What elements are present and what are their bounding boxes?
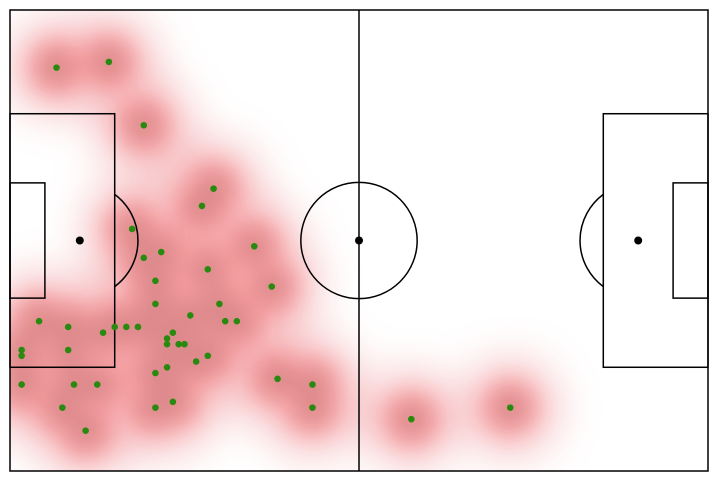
data-point (192, 358, 200, 365)
data-point (152, 277, 159, 285)
data-point (123, 323, 130, 331)
data-point (169, 398, 177, 406)
data-point (157, 248, 165, 256)
data-point (268, 283, 276, 290)
data-point (140, 254, 148, 262)
data-point (134, 323, 142, 331)
data-point (82, 427, 89, 434)
data-point (274, 375, 281, 383)
data-point (309, 404, 316, 411)
data-point (216, 300, 223, 308)
center-spot (355, 236, 363, 245)
right-penalty-arc (579, 193, 604, 288)
data-point (64, 323, 72, 331)
data-point (18, 381, 25, 388)
data-point (18, 346, 25, 354)
data-point (506, 404, 514, 411)
data-point (140, 121, 148, 129)
data-point (18, 352, 25, 360)
data-point (105, 58, 113, 66)
data-point (152, 369, 159, 377)
data-point (181, 340, 188, 348)
data-point (128, 225, 136, 233)
data-point (204, 266, 212, 273)
data-point (251, 242, 258, 250)
data-point (111, 323, 118, 331)
data-point (99, 329, 107, 337)
data-point (221, 317, 229, 325)
left-six-yard-box (9, 182, 46, 299)
right-penalty-spot (634, 236, 643, 245)
data-point (70, 381, 78, 388)
data-point (163, 335, 171, 342)
data-point (233, 317, 241, 325)
data-point (59, 404, 66, 411)
left-penalty-arc (114, 193, 139, 288)
data-point (163, 340, 171, 348)
data-point (210, 185, 217, 192)
event-points (18, 58, 514, 434)
data-point (175, 340, 182, 348)
data-point (204, 352, 212, 360)
data-point (152, 300, 159, 308)
data-point (309, 381, 316, 388)
data-point (169, 329, 177, 337)
data-point (187, 312, 194, 319)
data-point (152, 404, 159, 411)
right-six-yard-box (672, 182, 709, 299)
data-point (198, 202, 206, 210)
center-circle (300, 181, 418, 300)
data-point (163, 363, 171, 371)
data-point (408, 415, 415, 423)
data-point (53, 64, 60, 71)
pitch-markings (9, 9, 709, 472)
data-point (64, 346, 72, 354)
data-point (35, 317, 43, 325)
data-point (93, 381, 101, 388)
left-penalty-spot (75, 236, 84, 245)
